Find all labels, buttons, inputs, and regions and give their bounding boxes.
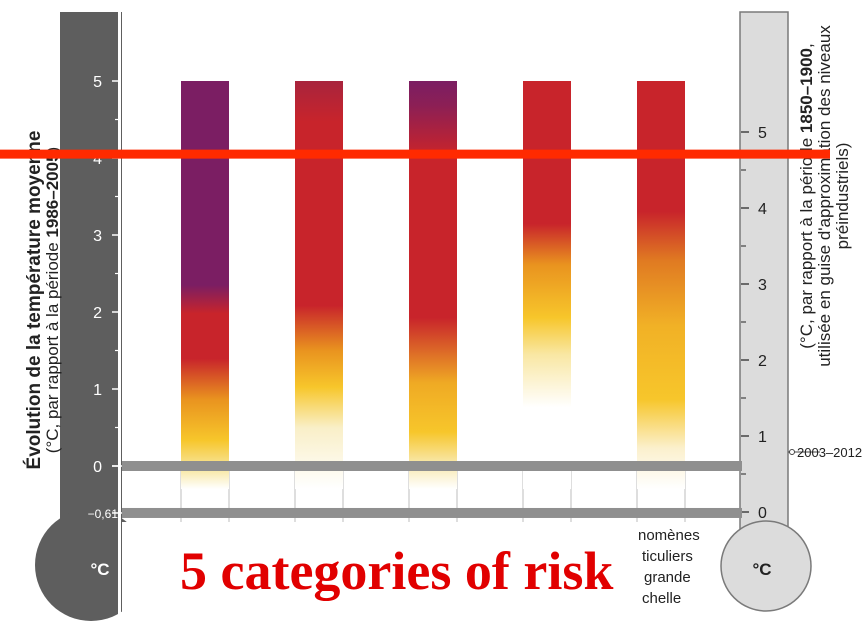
left-tick-label: 5 [93,74,102,91]
right-axis-line2: utilisée en guise d'approximation des ni… [815,25,834,367]
fragment-line-2: ticuliers [642,548,693,565]
left-thermometer: °C 5 4 3 2 1 0 −0,61 [35,12,147,621]
left-tick-label: 1 [93,382,102,399]
left-axis-ticks: 5 4 3 2 1 0 −0,61 [88,74,120,521]
right-tick-label: 0 [758,505,767,522]
left-tick-label: 4 [93,151,102,168]
bar-2 [295,81,343,490]
right-axis-ticks: 5 4 3 2 1 0 [741,125,767,522]
right-tick-label: 2 [758,353,767,370]
reference-bands [112,461,742,518]
left-tick-label: 2 [93,305,102,322]
band-line-0 [122,461,742,471]
left-thermometer-stem [60,12,122,552]
fragment-line-4: chelle [642,590,682,607]
left-tick-label: 0 [93,459,102,476]
left-axis-subtitle: (°C, par rapport à la période 1986–2005) [43,147,62,453]
bar-3 [409,81,457,490]
left-tick-label: 3 [93,228,102,245]
bar-5 [637,81,685,490]
fragment-line-3: grande [644,569,691,586]
fragment-text: nomènes ticuliers grande chelle [636,525,700,609]
bar-4 [523,81,571,490]
right-axis-line3: préindustriels) [833,143,852,250]
bottom-white-patch [122,522,622,621]
bars [181,81,685,490]
band-line-1 [122,507,742,518]
right-tick-label: 3 [758,277,767,294]
left-extra-tick-label: −0,61 [88,507,119,521]
left-unit-label: °C [90,560,109,579]
right-tick-label: 4 [758,201,767,218]
right-axis-title-group: (°C, par rapport à la période 1850–1900,… [797,25,852,367]
right-axis-line1: (°C, par rapport à la période 1850–1900, [797,43,816,348]
marker-2003-2012-dot [789,449,795,455]
left-axis-title-group: Évolution de la température moyenne (°C,… [23,131,62,470]
fragment-line-1: nomènes [638,527,700,544]
marker-2003-2012-label: 2003–2012 [797,445,862,460]
right-tick-label: 5 [758,125,767,142]
right-thermometer-stem [739,11,789,553]
right-tick-label: 1 [758,429,767,446]
left-axis-title: Évolution de la température moyenne [23,131,45,470]
right-unit-label: °C [752,560,771,579]
right-thermometer: °C 5 4 3 2 1 0 2003–2012 [720,11,862,612]
bar-1 [181,81,229,490]
overlay-title: 5 categories of risk [180,541,614,601]
